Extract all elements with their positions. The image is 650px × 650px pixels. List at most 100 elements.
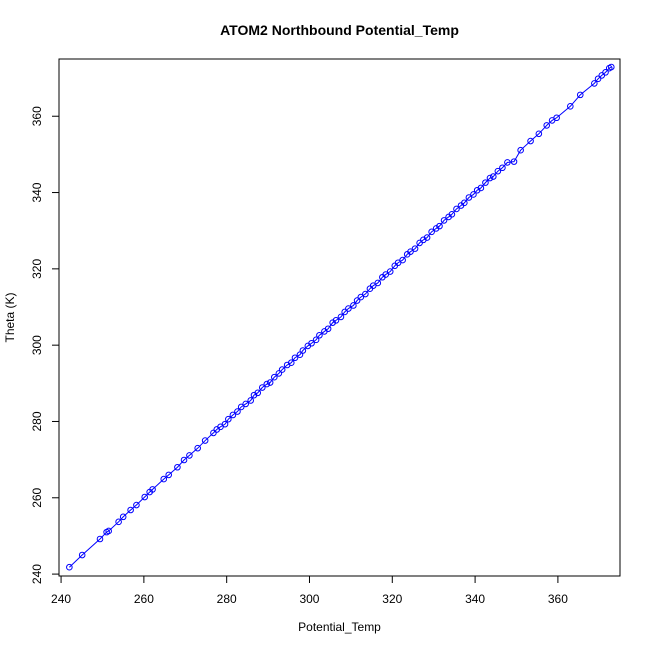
data-point: [345, 305, 352, 312]
data-point: [247, 397, 254, 404]
data-point: [266, 379, 274, 386]
y-tick-label: 360: [30, 106, 44, 126]
data-point: [165, 471, 173, 479]
data-point: [470, 191, 477, 198]
y-tick-label: 240: [30, 564, 44, 584]
data-point: [576, 91, 584, 99]
data-point: [174, 463, 181, 471]
data-point: [254, 389, 262, 397]
data-point: [237, 403, 245, 411]
x-tick-label: 340: [465, 592, 485, 606]
data-point: [78, 551, 86, 559]
data-point: [299, 347, 307, 354]
data-point: [567, 103, 574, 110]
y-tick-label: 300: [30, 335, 44, 355]
data-point: [337, 313, 345, 321]
data-point: [465, 194, 473, 201]
data-point: [553, 114, 560, 122]
data-point: [308, 339, 315, 347]
data-point: [332, 317, 340, 324]
data-point: [399, 256, 406, 264]
x-tick-label: 320: [382, 592, 402, 606]
data-point: [105, 527, 112, 535]
data-point: [527, 137, 534, 145]
data-point: [353, 297, 361, 304]
data-point: [602, 69, 609, 76]
y-tick-label: 280: [30, 411, 44, 431]
data-point: [194, 444, 201, 452]
data-point: [119, 513, 127, 521]
data-point: [350, 302, 357, 309]
data-point: [287, 359, 295, 367]
data-point: [229, 411, 237, 419]
x-tick-label: 240: [51, 592, 71, 606]
data-point: [221, 420, 229, 428]
data-point: [133, 501, 140, 509]
x-tick-label: 360: [548, 592, 568, 606]
data-point: [291, 354, 299, 362]
data-point: [486, 174, 494, 182]
data-point: [423, 234, 431, 241]
data-point: [362, 290, 369, 298]
data-point: [275, 370, 283, 377]
data-point: [482, 179, 489, 186]
data-point: [594, 75, 602, 83]
data-point: [494, 167, 502, 175]
data-point: [440, 217, 448, 224]
y-axis-label: Theta (K): [3, 292, 17, 342]
data-point: [499, 164, 506, 172]
data-point: [141, 493, 149, 501]
data-point: [608, 63, 615, 71]
data-point: [407, 248, 414, 255]
data-point: [535, 130, 543, 138]
data-point: [341, 308, 348, 316]
data-point: [66, 563, 73, 571]
data-point: [517, 146, 524, 154]
data-point: [324, 325, 332, 333]
data-point: [242, 400, 250, 408]
y-axis: 240 260 280 300 320 340 360: [30, 106, 60, 584]
data-point: [149, 486, 156, 493]
data-point: [436, 222, 443, 230]
data-point: [278, 366, 286, 373]
data-point: [448, 210, 456, 218]
data-point: [316, 331, 323, 339]
data-point: [357, 293, 365, 301]
data-point: [510, 158, 518, 165]
data-point: [225, 415, 232, 423]
data-point: [312, 336, 320, 344]
data-point: [386, 268, 394, 275]
data-point: [490, 173, 497, 180]
data-point: [127, 506, 134, 514]
series-line: [69, 66, 612, 568]
data-point: [461, 199, 468, 207]
y-tick-label: 260: [30, 487, 44, 507]
data-point: [504, 159, 511, 166]
x-tick-label: 260: [134, 592, 154, 606]
data-point: [374, 279, 382, 287]
y-tick-label: 320: [30, 259, 44, 279]
data-point: [160, 475, 168, 483]
data-point: [210, 429, 217, 437]
data-point: [411, 245, 419, 252]
x-tick-label: 300: [299, 592, 319, 606]
data-point: [477, 184, 485, 192]
data-point: [234, 408, 241, 415]
data-point: [543, 122, 551, 129]
data-point: [382, 271, 389, 278]
data-point: [258, 384, 266, 391]
data-point: [591, 80, 598, 87]
data-point: [186, 452, 193, 459]
data-point: [115, 518, 122, 526]
x-axis: 240 260 280 300 320 340 360: [51, 575, 568, 606]
chart-title: ATOM2 Northbound Potential_Temp: [220, 22, 459, 38]
data-point: [428, 228, 435, 236]
data-point: [201, 437, 209, 444]
x-axis-label: Potential_Temp: [298, 620, 381, 634]
x-tick-label: 280: [217, 592, 237, 606]
data-point: [180, 456, 188, 464]
data-point: [96, 535, 104, 543]
data-point: [453, 205, 460, 213]
data-point: [263, 380, 271, 388]
